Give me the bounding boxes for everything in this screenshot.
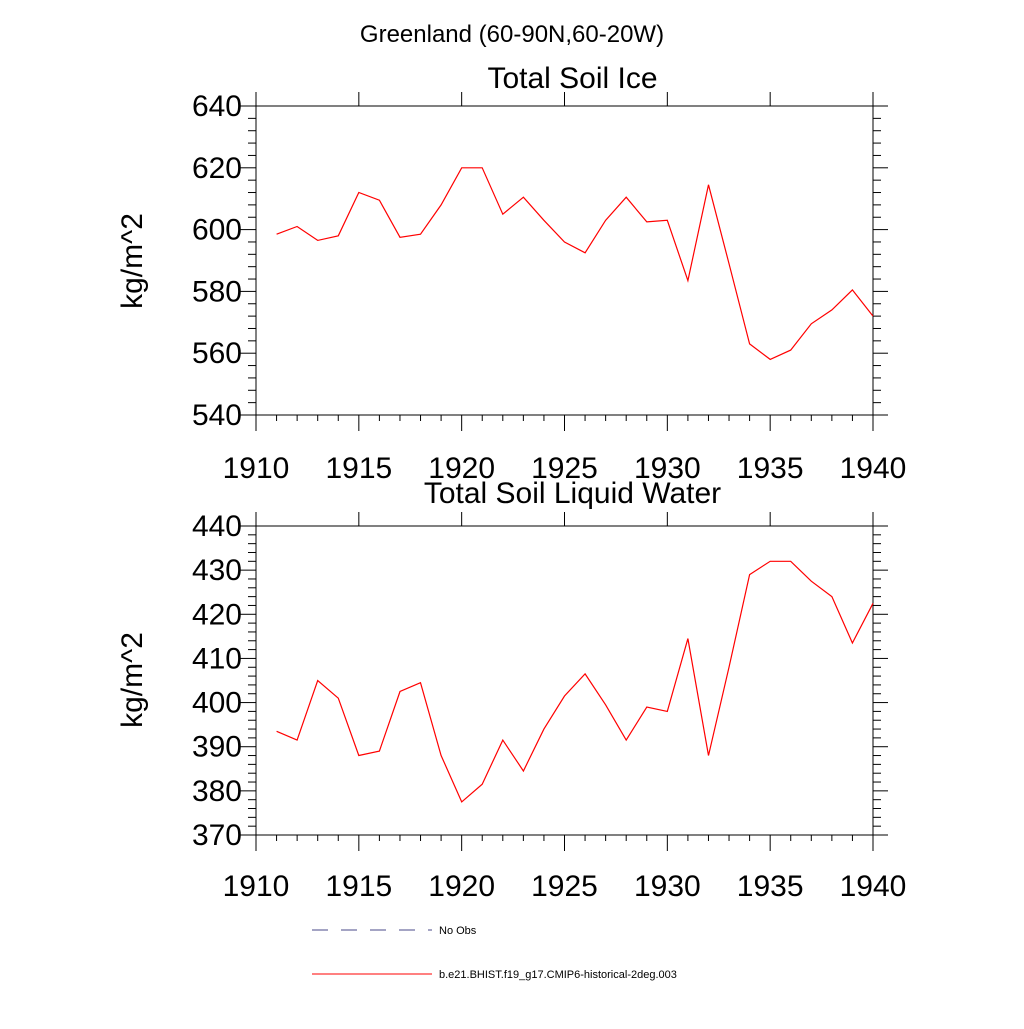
chart-panel-2: Total Soil Liquid Water kg/m^2 1910 1915 192… — [116, 477, 906, 903]
y-axis-label: kg/m^2 — [116, 632, 149, 728]
y-tick-label: 560 — [192, 337, 242, 370]
y-tick-label: 370 — [192, 819, 242, 852]
chart-panel-1: Total Soil Ice kg/m^2 1910 1915 1920 1925 1930… — [116, 62, 906, 485]
x-tick-label: 1940 — [840, 870, 907, 903]
y-tick-label: 640 — [192, 90, 242, 123]
y-tick-label: 580 — [192, 275, 242, 308]
x-tick-label: 1910 — [223, 452, 290, 485]
x-tick-label: 1925 — [531, 870, 598, 903]
x-tick-label: 1935 — [737, 870, 804, 903]
chart-panels: Total Soil Ice kg/m^2 1910 1915 1920 1925 1930… — [116, 62, 906, 903]
x-tick-label: 1915 — [325, 870, 392, 903]
y-tick-label: 430 — [192, 554, 242, 587]
x-tick-label: 1930 — [634, 452, 701, 485]
figure-title: Greenland (60-90N,60-20W) — [360, 21, 664, 48]
y-tick-label: 620 — [192, 152, 242, 185]
y-axis-label: kg/m^2 — [116, 213, 149, 309]
x-tick-label: 1915 — [325, 452, 392, 485]
y-tick-label: 540 — [192, 399, 242, 432]
chart-title: Total Soil Liquid Water — [424, 477, 721, 510]
chart-title: Total Soil Ice — [487, 62, 657, 95]
x-tick-label: 1925 — [531, 452, 598, 485]
x-tick-label: 1920 — [428, 870, 495, 903]
legend-label-1: No Obs — [439, 925, 477, 937]
y-tick-label: 420 — [192, 598, 242, 631]
y-tick-label: 410 — [192, 642, 242, 675]
y-tick-label: 390 — [192, 731, 242, 764]
x-tick-label: 1930 — [634, 870, 701, 903]
series-line — [276, 560, 874, 803]
series-line — [276, 167, 874, 361]
x-tick-label: 1940 — [840, 452, 907, 485]
y-tick-label: 400 — [192, 687, 242, 720]
x-tick-label: 1935 — [737, 452, 804, 485]
x-tick-label: 1920 — [428, 452, 495, 485]
x-tick-label: 1910 — [223, 870, 290, 903]
legend-label-2: b.e21.BHIST.f19_g17.CMIP6-historical-2de… — [439, 969, 677, 981]
y-tick-label: 440 — [192, 510, 242, 543]
legend: No Obs b.e21.BHIST.f19_g17.CMIP6-historic… — [312, 925, 677, 981]
y-tick-label: 380 — [192, 775, 242, 808]
y-tick-label: 600 — [192, 214, 242, 247]
